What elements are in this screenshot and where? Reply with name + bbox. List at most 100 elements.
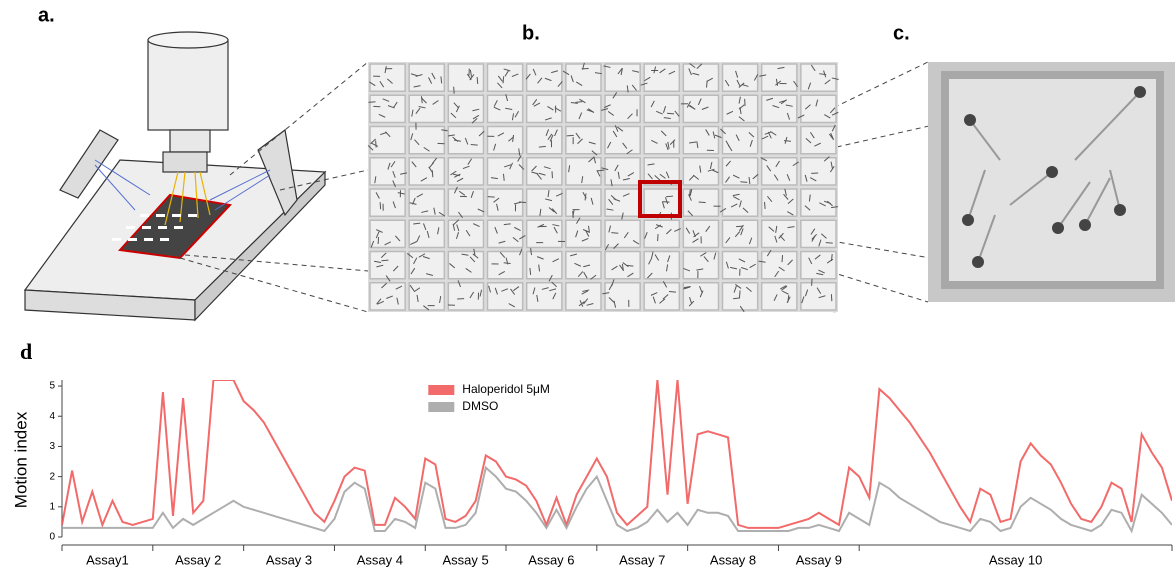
well-cell <box>566 158 601 185</box>
larva <box>567 135 574 136</box>
well-cell <box>683 220 718 247</box>
well-cell <box>448 189 483 216</box>
assay-label: Assay 3 <box>266 552 312 567</box>
larva-head <box>1079 219 1091 231</box>
well-cell <box>801 252 836 279</box>
well-cell <box>488 252 523 279</box>
panel-label: c. <box>893 22 910 44</box>
well-cell <box>409 95 444 122</box>
y-tick-label: 5 <box>49 381 55 392</box>
well-cell <box>683 64 718 91</box>
series-line <box>62 468 1172 531</box>
assay-label: Assay 9 <box>796 552 842 567</box>
well-cell <box>644 189 679 216</box>
assay-label: Assay 10 <box>989 552 1042 567</box>
well-cell <box>409 158 444 185</box>
well-slot <box>126 226 135 229</box>
well-cell <box>801 64 836 91</box>
larva <box>471 144 478 145</box>
series-line <box>62 380 1172 528</box>
larva-head <box>1114 204 1126 216</box>
legend-swatch <box>428 385 454 395</box>
legend-label: DMSO <box>462 399 498 413</box>
assay-label: Assay1 <box>86 552 129 567</box>
y-tick-label: 1 <box>49 501 55 512</box>
well <box>945 75 1160 285</box>
well-cell <box>527 220 562 247</box>
larva <box>658 234 659 241</box>
larva <box>432 170 433 177</box>
larva-head <box>1052 222 1064 234</box>
well-cell <box>723 64 758 91</box>
larva <box>782 255 783 262</box>
well-cell <box>683 127 718 154</box>
well-cell <box>762 95 797 122</box>
larva <box>376 141 377 148</box>
y-axis-label: Motion index <box>11 411 30 508</box>
well-cell <box>566 127 601 154</box>
larva <box>784 141 791 142</box>
assay-label: Assay 6 <box>528 552 574 567</box>
legend-swatch <box>428 402 454 412</box>
well-cell <box>644 220 679 247</box>
larva <box>454 87 455 94</box>
larva <box>611 233 618 234</box>
well-slot <box>112 238 121 241</box>
larva <box>667 113 674 114</box>
well-cell <box>488 64 523 91</box>
larva <box>477 77 478 84</box>
well-cell <box>644 252 679 279</box>
well-slot <box>140 214 149 217</box>
well-slot <box>160 238 169 241</box>
larva <box>539 146 546 147</box>
well-cell <box>762 252 797 279</box>
well-slot <box>172 214 181 217</box>
y-tick-label: 0 <box>49 532 55 543</box>
larva <box>666 196 673 197</box>
well-cell <box>762 283 797 310</box>
well-slot <box>156 214 165 217</box>
well-cell <box>566 220 601 247</box>
well-cell <box>605 95 640 122</box>
well-cell <box>605 64 640 91</box>
larva-head <box>972 256 984 268</box>
well-cell <box>448 252 483 279</box>
panel-label: b. <box>522 22 540 44</box>
well-slot <box>144 238 153 241</box>
well-cell <box>448 95 483 122</box>
well-cell <box>566 95 601 122</box>
well-slot <box>158 226 167 229</box>
well-cell <box>488 127 523 154</box>
well-slot <box>128 238 137 241</box>
larva-head <box>1134 86 1146 98</box>
assay-label: Assay 4 <box>357 552 403 567</box>
well-cell <box>762 220 797 247</box>
well-cell <box>605 220 640 247</box>
well-cell <box>448 158 483 185</box>
larva <box>662 202 669 203</box>
legend-label: Haloperidol 5μM <box>462 382 550 396</box>
well-cell <box>605 189 640 216</box>
larva <box>503 76 504 83</box>
panel-label: d <box>20 339 32 364</box>
well-slot <box>142 226 151 229</box>
well-cell <box>723 158 758 185</box>
well-cell <box>566 283 601 310</box>
assay-label: Assay 5 <box>443 552 489 567</box>
well-cell <box>370 127 405 154</box>
larva <box>669 291 676 292</box>
well-cell <box>801 283 836 310</box>
well-cell <box>644 95 679 122</box>
larva <box>381 260 388 261</box>
well-cell <box>488 283 523 310</box>
well-cell <box>527 64 562 91</box>
larva <box>826 243 833 244</box>
y-tick-label: 3 <box>49 441 55 452</box>
well-cell <box>409 252 444 279</box>
y-tick-label: 2 <box>49 471 55 482</box>
larva <box>369 102 376 103</box>
assay-label: Assay 8 <box>710 552 756 567</box>
well-cell <box>527 158 562 185</box>
